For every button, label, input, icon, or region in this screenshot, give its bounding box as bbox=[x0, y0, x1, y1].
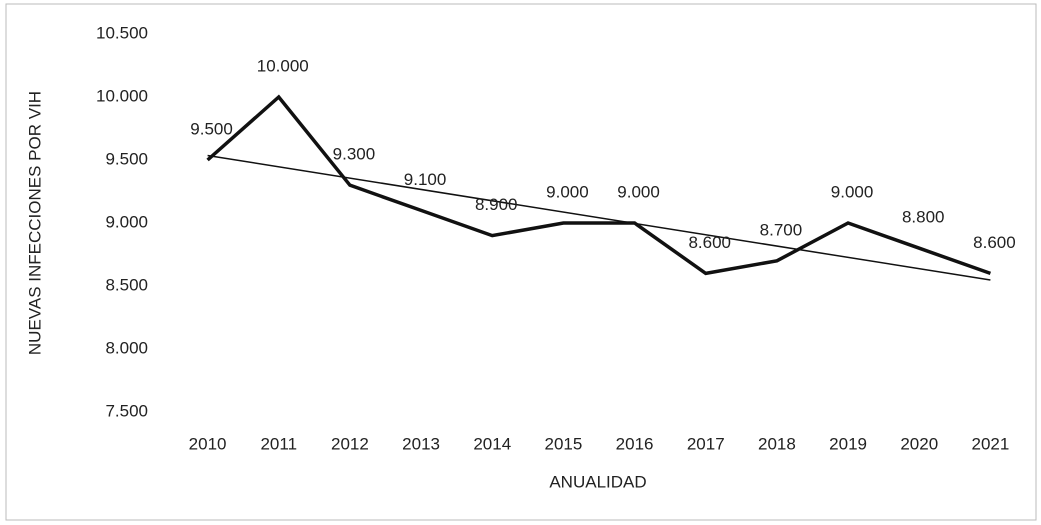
x-tick-label: 2018 bbox=[758, 434, 796, 453]
x-axis-title: ANUALIDAD bbox=[549, 472, 646, 491]
y-tick-label: 10.500 bbox=[96, 23, 148, 42]
data-label: 8.600 bbox=[688, 233, 731, 252]
data-label: 9.500 bbox=[190, 119, 233, 138]
y-tick-label: 8.500 bbox=[105, 275, 148, 294]
y-tick-label: 9.000 bbox=[105, 212, 148, 231]
chart-border bbox=[5, 3, 1037, 521]
data-label: 9.000 bbox=[617, 182, 660, 201]
data-label: 8.800 bbox=[902, 208, 945, 227]
data-label: 8.700 bbox=[760, 220, 803, 239]
data-label: 9.100 bbox=[404, 170, 447, 189]
data-label: 10.000 bbox=[257, 56, 309, 75]
x-tick-label: 2013 bbox=[402, 434, 440, 453]
x-tick-label: 2019 bbox=[829, 434, 867, 453]
y-tick-label: 7.500 bbox=[105, 401, 148, 420]
data-label: 8.600 bbox=[973, 233, 1016, 252]
data-label: 8.900 bbox=[475, 195, 518, 214]
x-tick-label: 2017 bbox=[687, 434, 725, 453]
x-tick-label: 2010 bbox=[189, 434, 227, 453]
data-line bbox=[206, 94, 992, 276]
x-tick-label: 2020 bbox=[900, 434, 938, 453]
x-tick-label: 2021 bbox=[972, 434, 1010, 453]
data-label: 9.300 bbox=[333, 145, 376, 164]
y-tick-label: 9.500 bbox=[105, 149, 148, 168]
y-tick-label: 10.000 bbox=[96, 86, 148, 105]
data-label: 9.000 bbox=[831, 182, 874, 201]
x-tick-label: 2011 bbox=[260, 434, 297, 453]
data-label: 9.000 bbox=[546, 182, 589, 201]
x-tick-label: 2012 bbox=[331, 434, 369, 453]
x-tick-label: 2014 bbox=[473, 434, 511, 453]
y-axis-title: NUEVAS INFECCIONES POR VIH bbox=[25, 91, 44, 355]
trendline bbox=[207, 154, 991, 281]
x-tick-label: 2016 bbox=[616, 434, 654, 453]
x-tick-label: 2015 bbox=[545, 434, 583, 453]
y-tick-label: 8.000 bbox=[105, 338, 148, 357]
